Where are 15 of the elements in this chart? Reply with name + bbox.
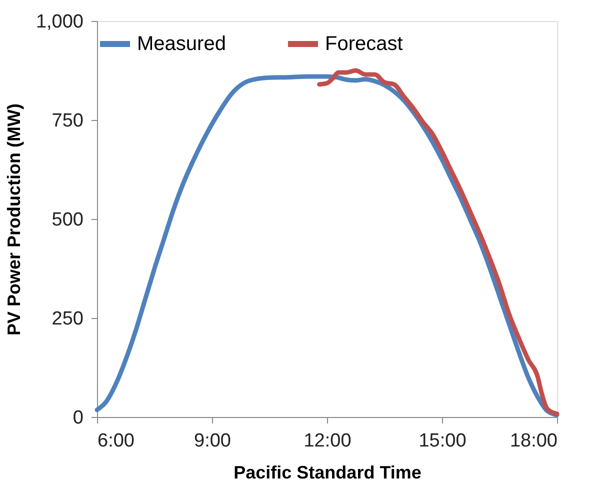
y-tick-label: 500 xyxy=(52,210,84,230)
x-tick-label: 6:00 xyxy=(98,430,134,452)
x-tick-label: 18:00 xyxy=(510,430,558,452)
y-axis-title: PV Power Production (MW) xyxy=(4,104,24,336)
y-tick-label: 0 xyxy=(72,408,84,428)
x-tick-label: 9:00 xyxy=(194,430,231,452)
y-tick-label: 1,000 xyxy=(36,12,84,32)
legend-label: Forecast xyxy=(325,33,404,55)
y-tick-label: 750 xyxy=(52,110,84,132)
y-tick-label: 250 xyxy=(52,308,84,330)
x-tick-label: 12:00 xyxy=(304,430,352,452)
line-series xyxy=(317,68,560,416)
x-tick-label: 15:00 xyxy=(418,430,466,452)
legend-label: Measured xyxy=(137,33,226,55)
x-axis-title: Pacific Standard Time xyxy=(234,462,422,482)
